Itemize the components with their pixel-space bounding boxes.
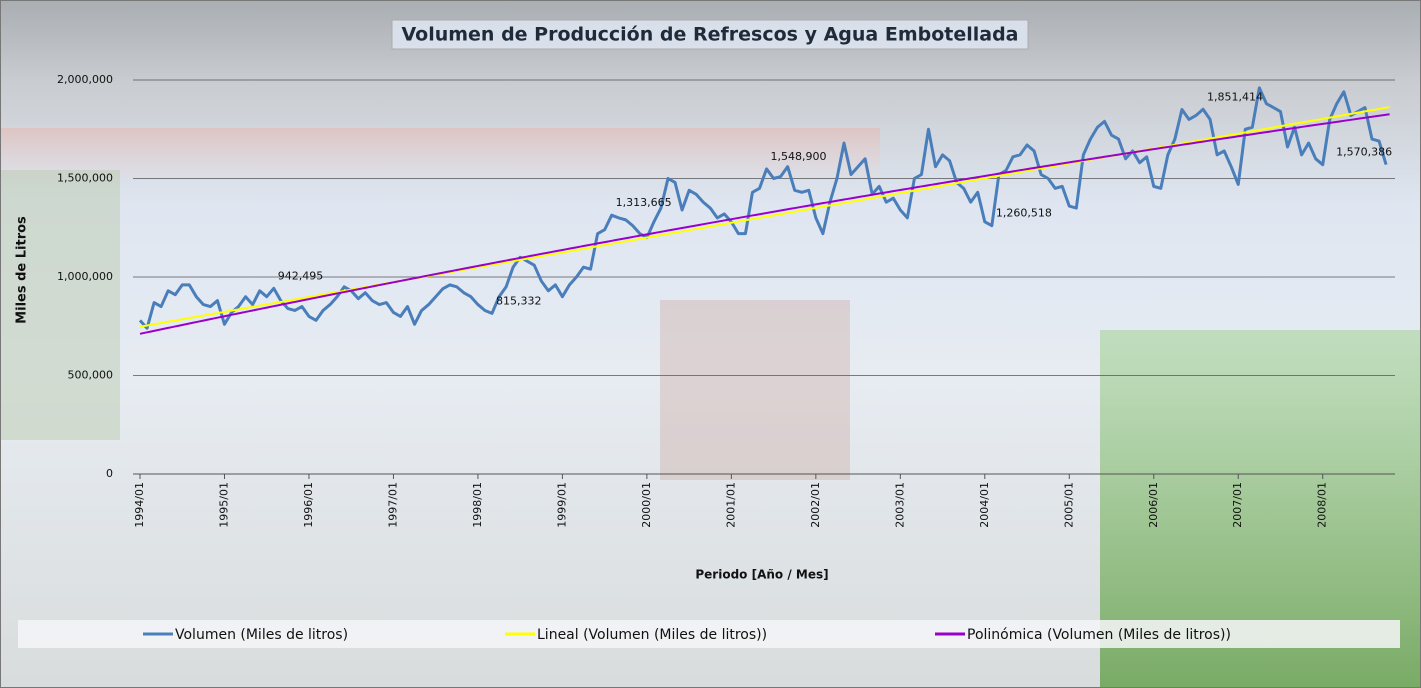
background-shelf — [0, 128, 880, 178]
x-tick-label: 2003/01 — [893, 482, 906, 528]
legend-label: Volumen (Miles de litros) — [175, 627, 348, 643]
data-label: 1,260,518 — [996, 207, 1052, 220]
legend-label: Polinómica (Volumen (Miles de litros)) — [967, 627, 1231, 643]
data-line — [138, 86, 1388, 330]
chart-title: Volumen de Producción de Refrescos y Agu… — [401, 24, 1018, 46]
x-tick-label: 2008/01 — [1316, 482, 1329, 528]
y-tick-label: 1,500,000 — [57, 172, 113, 185]
y-axis-label: Miles de Litros — [15, 216, 30, 324]
data-label: 1,570,386 — [1336, 146, 1392, 159]
y-tick-label: 0 — [106, 467, 113, 480]
x-axis-label: Periodo [Año / Mes] — [695, 568, 828, 582]
background-forklift — [660, 300, 850, 480]
x-tick-label: 1999/01 — [555, 482, 568, 528]
data-label: 815,332 — [496, 294, 542, 307]
x-tick-label: 2006/01 — [1147, 482, 1160, 528]
trendline — [139, 106, 1390, 328]
data-label: 942,495 — [278, 269, 324, 282]
x-tick-label: 2004/01 — [978, 482, 991, 528]
background-pallet — [0, 170, 120, 440]
y-tick-label: 2,000,000 — [57, 73, 113, 86]
trendline — [139, 113, 1390, 335]
data-label: 1,313,665 — [616, 196, 672, 209]
data-label: 1,851,414 — [1207, 90, 1263, 103]
x-tick-label: 1996/01 — [302, 482, 315, 528]
data-label: 1,548,900 — [771, 150, 827, 163]
legend-label: Lineal (Volumen (Miles de litros)) — [537, 627, 767, 643]
x-tick-label: 2000/01 — [640, 482, 653, 528]
legend-box — [18, 620, 1400, 648]
x-tick-label: 1995/01 — [217, 482, 230, 528]
x-tick-label: 2001/01 — [724, 482, 737, 528]
x-tick-label: 2002/01 — [809, 482, 822, 528]
x-tick-label: 2007/01 — [1231, 482, 1244, 528]
x-tick-label: 2005/01 — [1062, 482, 1075, 528]
y-tick-label: 1,000,000 — [57, 270, 113, 283]
title-box — [391, 19, 1029, 50]
x-tick-label: 1998/01 — [471, 482, 484, 528]
x-tick-label: 1997/01 — [386, 482, 399, 528]
x-tick-label: 1994/01 — [133, 482, 146, 528]
y-tick-label: 500,000 — [68, 369, 114, 382]
